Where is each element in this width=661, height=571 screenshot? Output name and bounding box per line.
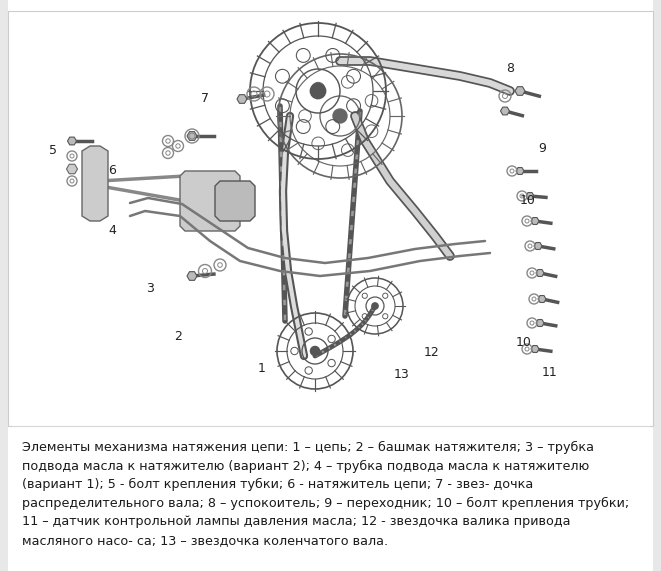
Polygon shape [280, 166, 283, 172]
Text: 8: 8 [506, 62, 514, 74]
Polygon shape [346, 267, 350, 273]
Polygon shape [215, 181, 255, 221]
Polygon shape [279, 136, 282, 142]
Polygon shape [353, 329, 357, 333]
Polygon shape [358, 111, 362, 118]
Polygon shape [366, 316, 369, 319]
Polygon shape [280, 196, 284, 202]
Polygon shape [364, 319, 367, 322]
Polygon shape [338, 340, 342, 343]
Polygon shape [282, 255, 285, 261]
Polygon shape [353, 182, 356, 188]
Polygon shape [348, 253, 351, 259]
Polygon shape [283, 299, 286, 305]
Polygon shape [280, 181, 284, 187]
Polygon shape [67, 164, 77, 174]
Polygon shape [282, 270, 286, 276]
Polygon shape [281, 226, 284, 231]
Polygon shape [346, 282, 349, 287]
Polygon shape [531, 345, 539, 352]
Polygon shape [357, 326, 361, 329]
Polygon shape [500, 107, 510, 115]
Text: 9: 9 [538, 143, 546, 155]
Polygon shape [344, 295, 348, 301]
Polygon shape [237, 95, 247, 103]
Polygon shape [526, 192, 534, 199]
Circle shape [333, 109, 347, 123]
Polygon shape [531, 218, 539, 224]
FancyBboxPatch shape [8, 0, 653, 571]
Text: 13: 13 [394, 368, 410, 381]
Polygon shape [284, 314, 287, 320]
Polygon shape [82, 146, 108, 221]
Polygon shape [361, 323, 364, 325]
Polygon shape [344, 309, 347, 315]
Circle shape [310, 83, 326, 99]
Polygon shape [350, 225, 353, 231]
FancyBboxPatch shape [8, 11, 653, 426]
Text: 3: 3 [146, 283, 154, 296]
Polygon shape [371, 309, 374, 312]
Polygon shape [516, 167, 524, 175]
Polygon shape [536, 270, 544, 276]
Polygon shape [351, 211, 354, 216]
Polygon shape [534, 243, 542, 250]
Polygon shape [279, 122, 282, 127]
Text: 6: 6 [108, 164, 116, 178]
Polygon shape [315, 353, 319, 357]
Polygon shape [344, 336, 348, 340]
Polygon shape [536, 320, 544, 327]
Text: 5: 5 [49, 144, 57, 158]
Polygon shape [278, 107, 282, 112]
Text: Элементы механизма натяжения цепи: 1 – цепь; 2 – башмак натяжителя; 3 – трубка
п: Элементы механизма натяжения цепи: 1 – ц… [22, 441, 629, 547]
Polygon shape [349, 333, 352, 336]
Text: 12: 12 [424, 347, 440, 360]
Polygon shape [352, 196, 356, 202]
Polygon shape [180, 171, 240, 231]
Text: 11: 11 [542, 367, 558, 380]
Circle shape [372, 303, 378, 309]
Polygon shape [187, 132, 197, 140]
Text: 10: 10 [520, 195, 536, 207]
Text: 2: 2 [174, 329, 182, 343]
Polygon shape [373, 305, 376, 308]
Polygon shape [282, 240, 285, 246]
Polygon shape [67, 137, 77, 145]
Text: 1: 1 [258, 363, 266, 376]
Polygon shape [321, 350, 325, 353]
Polygon shape [369, 312, 372, 315]
Polygon shape [282, 284, 286, 291]
Polygon shape [538, 296, 546, 303]
Polygon shape [355, 154, 358, 160]
Polygon shape [327, 347, 331, 350]
Polygon shape [333, 343, 337, 347]
Polygon shape [357, 126, 360, 132]
Polygon shape [356, 140, 360, 146]
Polygon shape [515, 87, 525, 95]
Polygon shape [187, 272, 197, 280]
Polygon shape [354, 168, 358, 174]
Text: 4: 4 [108, 224, 116, 238]
Text: 7: 7 [201, 91, 209, 104]
Polygon shape [281, 211, 284, 216]
Circle shape [311, 347, 319, 356]
Text: 10: 10 [516, 336, 532, 349]
Polygon shape [348, 239, 352, 245]
Polygon shape [280, 151, 283, 157]
